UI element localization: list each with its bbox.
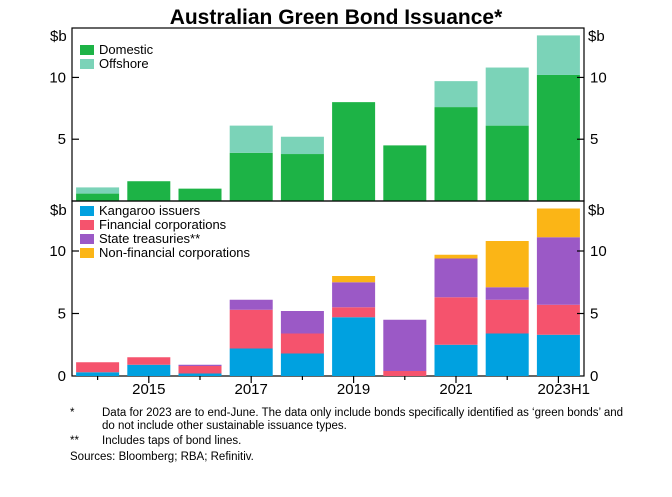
bottom-bar-state-treasuries-2020: [383, 319, 427, 371]
top-ytick-label-left-10: 10: [49, 69, 66, 86]
top-panel-bars: [76, 35, 580, 201]
top-bar-offshore-2014: [76, 187, 120, 194]
top-legend-label-domestic: Domestic: [99, 42, 154, 57]
chart-notes: * Data for 2023 are to end-June. The dat…: [70, 407, 630, 464]
footnote-1-mark: *: [70, 407, 75, 419]
bottom-legend-swatch-non-financial-corporations: [80, 248, 94, 258]
bottom-panel-frame: [71, 200, 585, 377]
top-bar-domestic-2023h1: [536, 74, 580, 201]
bottom-bar-kangaroo-issuers-2014: [76, 372, 120, 376]
footnote-2-mark: **: [70, 435, 79, 447]
top-bar-offshore-2018: [280, 136, 324, 155]
bottom-legend-swatch-kangaroo-issuers: [80, 206, 94, 216]
bottom-bar-financial-corporations-2020: [383, 371, 427, 376]
bottom-ytick-label-right-0: 0: [590, 368, 598, 385]
footnote-1-text: Data for 2023 are to end-June. The data …: [102, 407, 624, 432]
bottom-bar-kangaroo-issuers-2019: [332, 317, 376, 376]
bottom-bar-financial-corporations-2018: [280, 333, 324, 354]
xtick-label-2023h1: 2023H1: [537, 381, 590, 398]
chart-title: Australian Green Bond Issuance*: [170, 6, 503, 29]
bottom-bar-state-treasuries-2021: [434, 258, 478, 298]
top-ytick-label-right-5: 5: [590, 131, 598, 148]
bottom-panel-axis: 0 0 5 5 10 10: [49, 243, 606, 385]
top-bar-domestic-2017: [229, 152, 273, 201]
bottom-bar-non-financial-corporations-2021: [434, 254, 478, 259]
bottom-bar-financial-corporations-2019: [332, 307, 376, 318]
bottom-ytick-label-right-10: 10: [590, 243, 607, 260]
bottom-bar-kangaroo-issuers-2017: [229, 348, 273, 376]
footnote-1: * Data for 2023 are to end-June. The dat…: [70, 407, 630, 433]
x-axis: 2015 2017 2019 2021 2023H1: [96, 376, 590, 398]
bottom-bar-financial-corporations-2014: [76, 362, 120, 373]
top-bar-domestic-2014: [76, 193, 120, 201]
sources-line: Sources: Bloomberg; RBA; Refinitiv.: [70, 451, 254, 463]
footnote-2: ** Includes taps of bond lines.: [70, 435, 630, 448]
bottom-panel-bars: [76, 208, 580, 376]
top-bar-offshore-2022: [485, 67, 529, 126]
xtick-label-2017: 2017: [235, 381, 268, 398]
bottom-ytick-label-left-5: 5: [58, 306, 66, 323]
bottom-bar-non-financial-corporations-2022: [485, 241, 529, 288]
bottom-bar-kangaroo-issuers-2021: [434, 344, 478, 376]
bottom-left-unit-label: $b: [50, 202, 67, 219]
bottom-bar-kangaroo-issuers-2015: [127, 364, 171, 376]
bottom-legend-label-kangaroo-issuers: Kangaroo issuers: [99, 203, 201, 218]
top-legend-swatch-offshore: [80, 59, 94, 69]
top-bar-offshore-2023h1: [536, 35, 580, 75]
xtick-label-2015: 2015: [132, 381, 165, 398]
bottom-legend-label-state-treasuries: State treasuries**: [99, 231, 200, 246]
xtick-label-2021: 2021: [439, 381, 472, 398]
top-ytick-label-right-10: 10: [590, 69, 607, 86]
bottom-bar-financial-corporations-2015: [127, 357, 171, 365]
bottom-bar-state-treasuries-2018: [280, 311, 324, 334]
bottom-legend-label-financial-corporations: Financial corporations: [99, 217, 227, 232]
top-bar-domestic-2019: [332, 102, 376, 201]
bottom-bar-kangaroo-issuers-2016: [178, 373, 222, 376]
bottom-bar-financial-corporations-2017: [229, 309, 273, 349]
bottom-legend-swatch-financial-corporations: [80, 220, 94, 230]
bottom-bar-state-treasuries-2017: [229, 299, 273, 310]
bottom-bar-non-financial-corporations-2019: [332, 276, 376, 283]
top-bar-domestic-2020: [383, 145, 427, 201]
top-bar-offshore-2017: [229, 125, 273, 153]
footnote-2-text: Includes taps of bond lines.: [102, 435, 242, 447]
top-ytick-label-left-5: 5: [58, 131, 66, 148]
top-legend-label-offshore: Offshore: [99, 56, 149, 71]
bottom-ytick-label-right-5: 5: [590, 306, 598, 323]
top-panel-axis: 5 5 10 10: [49, 69, 606, 148]
bottom-right-unit-label: $b: [588, 202, 605, 219]
top-legend-swatch-domestic: [80, 45, 94, 55]
bottom-bar-state-treasuries-2016: [178, 364, 222, 366]
bottom-bar-kangaroo-issuers-2022: [485, 333, 529, 376]
bottom-legend-label-non-financial-corporations: Non-financial corporations: [99, 245, 251, 260]
bottom-ytick-label-left-10: 10: [49, 243, 66, 260]
bottom-bar-non-financial-corporations-2023h1: [536, 208, 580, 238]
bottom-legend-swatch-state-treasuries: [80, 234, 94, 244]
top-left-unit-label: $b: [50, 28, 67, 45]
top-bar-offshore-2021: [434, 81, 478, 108]
top-bar-domestic-2015: [127, 181, 171, 201]
top-bar-domestic-2021: [434, 107, 478, 201]
bottom-bar-kangaroo-issuers-2018: [280, 353, 324, 376]
top-bar-domestic-2018: [280, 154, 324, 201]
bottom-bar-state-treasuries-2022: [485, 287, 529, 300]
top-bar-domestic-2022: [485, 125, 529, 201]
bottom-bar-financial-corporations-2021: [434, 297, 478, 345]
bottom-bar-state-treasuries-2023h1: [536, 237, 580, 305]
bottom-bar-financial-corporations-2022: [485, 299, 529, 334]
top-right-unit-label: $b: [588, 28, 605, 45]
bottom-bar-kangaroo-issuers-2023h1: [536, 334, 580, 376]
bottom-bar-financial-corporations-2023h1: [536, 304, 580, 335]
bottom-bar-financial-corporations-2016: [178, 366, 222, 374]
bottom-bar-state-treasuries-2019: [332, 282, 376, 308]
top-bar-domestic-2016: [178, 188, 222, 201]
bottom-ytick-label-left-0: 0: [58, 368, 66, 385]
xtick-label-2019: 2019: [337, 381, 370, 398]
